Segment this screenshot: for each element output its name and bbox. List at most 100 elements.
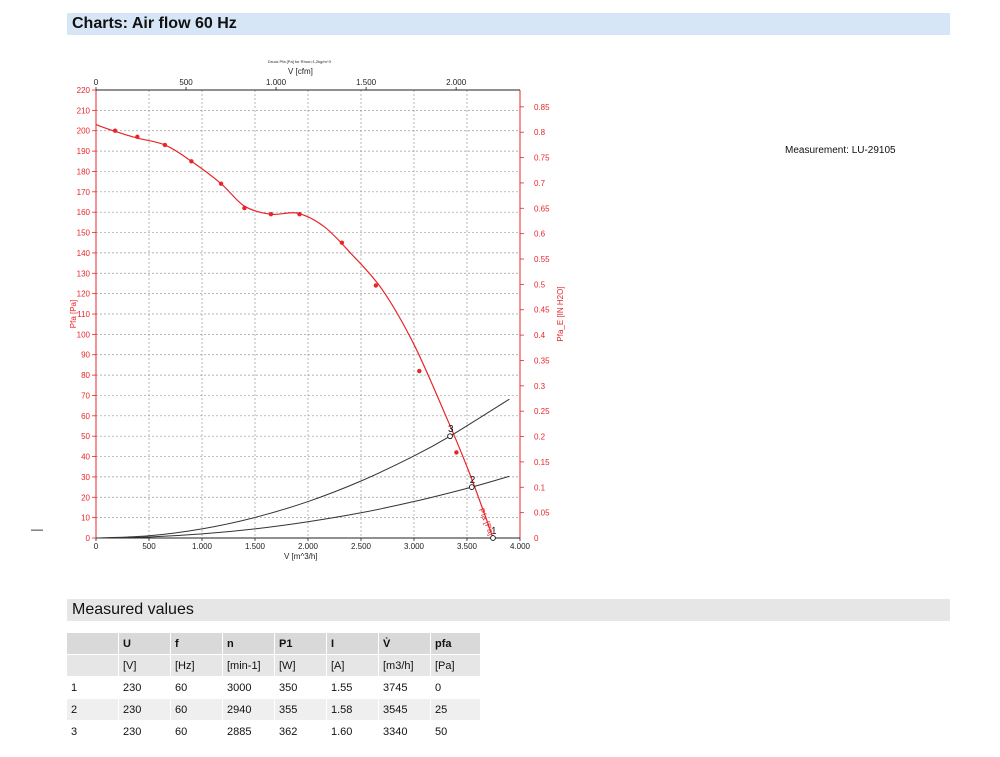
table-unit-cell: [Hz] bbox=[170, 654, 223, 677]
fan-curve-point bbox=[297, 212, 302, 217]
charts-title: Charts: Air flow 60 Hz bbox=[72, 15, 237, 32]
x-tick-label: 4.000 bbox=[510, 542, 531, 551]
table-cell: 1.58 bbox=[326, 698, 379, 721]
fan-curve-point bbox=[417, 368, 422, 374]
y-tick-label: 120 bbox=[77, 290, 91, 299]
y2-tick-label: 0.8 bbox=[534, 128, 546, 137]
y2-tick-label: 0.6 bbox=[534, 230, 546, 239]
y2-tick-label: 0.2 bbox=[534, 433, 546, 442]
x2-tick-label: 1.000 bbox=[266, 78, 287, 87]
x-tick-label: 1.000 bbox=[192, 542, 213, 551]
table-header-cell: U bbox=[118, 633, 171, 655]
y-tick-label: 210 bbox=[77, 106, 91, 115]
operating-point-label-2: 2 bbox=[470, 475, 476, 486]
table-cell: 3545 bbox=[378, 698, 431, 721]
y2-tick-label: 0.85 bbox=[534, 103, 550, 112]
table-cell: 50 bbox=[430, 720, 481, 743]
air-flow-chart: 0102030405060708090100110120130140150160… bbox=[69, 59, 565, 561]
table-cell: 230 bbox=[118, 720, 171, 743]
y-tick-label: 150 bbox=[77, 229, 91, 238]
table-cell: 3000 bbox=[222, 676, 275, 699]
x-tick-label: 2.500 bbox=[351, 542, 372, 551]
table-cell: 3 bbox=[67, 720, 119, 743]
table-unit-cell: [m3/h] bbox=[378, 654, 431, 677]
table-row: 3 230 60 2885 362 1.60 3340 50 bbox=[67, 720, 481, 743]
x2-tick-label: 2.000 bbox=[446, 78, 467, 87]
chart-title: Druck Pfa [Pa] for Rhon=1,2kg/m^3 bbox=[268, 59, 332, 64]
table-header-cell: P1 bbox=[274, 633, 327, 655]
system-curve-2-line bbox=[95, 475, 510, 539]
table-unit-cell: [V] bbox=[118, 654, 171, 677]
y-tick-label: 220 bbox=[77, 86, 91, 95]
fan-curve-point bbox=[218, 181, 224, 186]
table-cell: 60 bbox=[170, 698, 223, 721]
table-cell: 60 bbox=[170, 676, 223, 699]
y2-tick-label: 0.45 bbox=[534, 306, 550, 315]
table-header-cell: V̇ bbox=[378, 633, 431, 655]
y-tick-label: 90 bbox=[81, 351, 90, 360]
system-curve-3-line bbox=[95, 398, 510, 539]
table-units-row: [V] [Hz] [min-1] [W] [A] [m3/h] [Pa] bbox=[67, 654, 481, 677]
y2-axis-label: Pfa_E [IN H2O] bbox=[556, 286, 565, 341]
operating-point-3 bbox=[447, 433, 453, 440]
fan-curve-point bbox=[242, 205, 247, 211]
y-tick-label: 130 bbox=[77, 269, 91, 278]
x-tick-label: 3.000 bbox=[404, 542, 425, 551]
operating-point-label-1: 1 bbox=[491, 526, 497, 537]
measured-title: Measured values bbox=[72, 601, 194, 618]
y-tick-label: 10 bbox=[81, 514, 90, 523]
y-tick-label: 80 bbox=[81, 371, 90, 380]
y2-tick-label: 0.65 bbox=[534, 204, 550, 213]
y2-tick-label: 0.7 bbox=[534, 179, 546, 188]
charts-section-header: Charts: Air flow 60 Hz bbox=[67, 13, 950, 35]
y-tick-label: 40 bbox=[81, 453, 90, 462]
fan-curve-label: Pfa [Pa] bbox=[477, 507, 496, 537]
y2-tick-label: 0.15 bbox=[534, 458, 550, 467]
fan-curve-point bbox=[162, 142, 168, 148]
x-tick-label: 2.000 bbox=[298, 542, 319, 551]
operating-point-1 bbox=[490, 535, 496, 541]
y-tick-label: 110 bbox=[77, 310, 90, 319]
table-unit-cell bbox=[67, 654, 119, 677]
table-cell: 3340 bbox=[378, 720, 431, 743]
table-cell: 230 bbox=[118, 676, 171, 699]
y-tick-label: 170 bbox=[77, 188, 91, 197]
table-cell: 362 bbox=[274, 720, 327, 743]
y2-tick-label: 0.4 bbox=[534, 331, 546, 340]
x-tick-label: 3.500 bbox=[457, 542, 478, 551]
y-tick-label: 140 bbox=[77, 249, 91, 258]
chart-grid bbox=[96, 90, 520, 538]
operating-point-label-3: 3 bbox=[448, 424, 454, 435]
y-tick-label: 160 bbox=[77, 208, 91, 217]
operating-point-2 bbox=[468, 484, 475, 490]
y2-tick-label: 0.1 bbox=[534, 483, 546, 492]
table-cell: 2885 bbox=[222, 720, 275, 743]
y-tick-label: 190 bbox=[77, 147, 91, 156]
x2-axis-label: V [cfm] bbox=[288, 67, 313, 76]
measured-section-header: Measured values bbox=[67, 599, 950, 621]
y-tick-label: 20 bbox=[81, 493, 90, 502]
x2-tick-label: 0 bbox=[94, 78, 99, 87]
table-cell: 3745 bbox=[378, 676, 431, 699]
table-unit-cell: [A] bbox=[326, 654, 379, 677]
y-tick-label: 100 bbox=[77, 330, 91, 339]
fan-curve-line bbox=[95, 124, 494, 539]
table-cell: 2 bbox=[67, 698, 119, 721]
fan-curve-point bbox=[373, 283, 379, 288]
y-axis-label: Pfa [Pa] bbox=[69, 300, 78, 328]
y2-tick-label: 0.25 bbox=[534, 407, 550, 416]
fan-curve-point bbox=[135, 134, 140, 140]
x-tick-label: 0 bbox=[94, 542, 99, 551]
table-unit-cell: [W] bbox=[274, 654, 327, 677]
x-tick-label: 1.500 bbox=[245, 542, 266, 551]
table-cell: 0 bbox=[430, 676, 481, 699]
y2-tick-label: 0.05 bbox=[534, 509, 550, 518]
y2-tick-label: 0.5 bbox=[534, 280, 546, 289]
table-cell: 1 bbox=[67, 676, 119, 699]
y2-tick-label: 0.35 bbox=[534, 356, 550, 365]
table-cell: 1.55 bbox=[326, 676, 379, 699]
table-cell: 1.60 bbox=[326, 720, 379, 743]
y-tick-label: 60 bbox=[81, 412, 90, 421]
y-tick-label: 0 bbox=[86, 534, 91, 543]
